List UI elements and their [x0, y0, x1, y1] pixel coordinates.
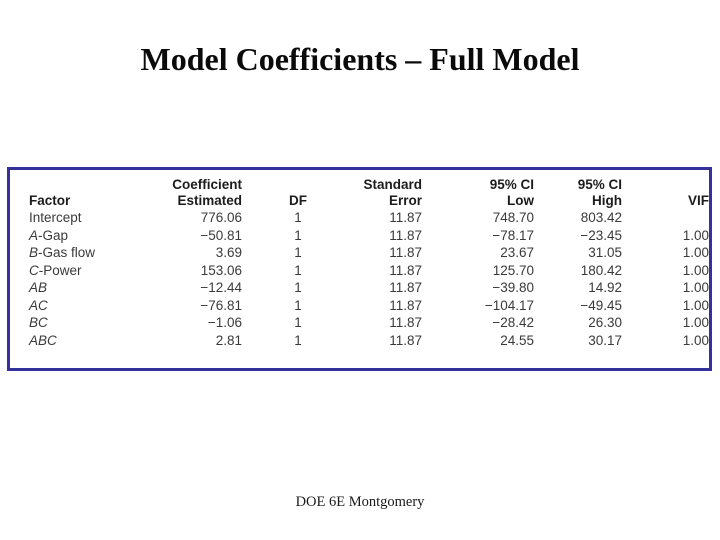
cell-factor: ABC	[29, 332, 57, 348]
slide-footer: DOE 6E Montgomery	[295, 494, 425, 510]
cell-vif: 1.00	[682, 227, 709, 243]
cell-df: 1	[294, 210, 302, 225]
cell-vif	[622, 209, 709, 227]
cell-ci_low: 24.55	[500, 332, 534, 348]
cell-coefficient: 776.06	[200, 210, 242, 225]
cell-ci_high: 180.42	[580, 262, 622, 278]
cell-factor: B-Gas flow	[29, 245, 96, 260]
column-header-factor: Factor	[29, 193, 71, 208]
column-header-coefficient: Coefficient Estimated	[172, 177, 242, 208]
cell-ci_high: 31.05	[588, 245, 622, 260]
coefficients-table: Factor Coefficient Estimated DF Standard Err…	[10, 177, 709, 349]
cell-df: 1	[294, 315, 302, 330]
cell-coefficient: −76.81	[200, 297, 242, 313]
column-header-ci_low: 95% CI Low	[489, 177, 534, 208]
table-row: AB −12.44 1 11.87 −39.80 14.92 1.00	[10, 279, 709, 297]
coefficients-table-box: Factor Coefficient Estimated DF Standard Err…	[7, 167, 712, 371]
table-header: Factor Coefficient Estimated DF Standard Err…	[10, 177, 709, 209]
cell-vif: 1.00	[682, 262, 709, 278]
cell-ci_low: −28.42	[492, 315, 534, 330]
cell-ci_low: −78.17	[492, 227, 534, 243]
cell-factor: A-Gap	[29, 227, 69, 243]
cell-std_error: 11.87	[389, 297, 422, 313]
table-row: BC −1.06 1 11.87 −28.42 26.30 1.00	[10, 314, 709, 332]
cell-vif: 1.00	[682, 280, 709, 295]
cell-ci_low: −39.80	[492, 280, 534, 295]
cell-coefficient: 153.06	[200, 262, 242, 278]
cell-factor: AC	[29, 297, 48, 313]
cell-ci_low: −104.17	[484, 297, 534, 313]
cell-vif: 1.00	[682, 332, 709, 348]
cell-std_error: 11.87	[389, 315, 422, 330]
cell-factor: C-Power	[29, 262, 82, 278]
cell-std_error: 11.87	[389, 227, 422, 243]
cell-factor: AB	[29, 280, 48, 295]
cell-vif: 1.00	[682, 315, 709, 330]
cell-df: 1	[294, 280, 302, 295]
table-row: Intercept 776.06 1 11.87 748.70 803.42	[10, 209, 709, 227]
cell-std_error: 11.87	[389, 262, 422, 278]
slide-title: Model Coefficients – Full Model	[140, 41, 580, 77]
cell-ci_low: 748.70	[492, 210, 534, 225]
cell-ci_low: 125.70	[492, 262, 534, 278]
table-row: A-Gap −50.81 1 11.87 −78.17 −23.45 1.00	[10, 227, 709, 245]
table-row: ABC 2.81 1 11.87 24.55 30.17 1.00	[10, 332, 709, 350]
cell-df: 1	[294, 297, 302, 313]
cell-std_error: 11.87	[389, 280, 422, 295]
table-row: B-Gas flow 3.69 1 11.87 23.67 31.05 1.00	[10, 244, 709, 262]
cell-ci_high: −23.45	[580, 227, 622, 243]
cell-ci_high: 30.17	[588, 332, 622, 348]
table-row: C-Power 153.06 1 11.87 125.70 180.42 1.00	[10, 262, 709, 280]
cell-std_error: 11.87	[389, 210, 422, 225]
cell-coefficient: 3.69	[215, 245, 242, 260]
column-header-df: DF	[289, 193, 307, 208]
cell-vif: 1.00	[682, 297, 709, 313]
cell-df: 1	[294, 245, 302, 260]
column-header-ci_high: 95% CI High	[577, 177, 622, 208]
cell-df: 1	[294, 262, 302, 278]
cell-ci_high: 803.42	[580, 210, 622, 225]
cell-df: 1	[294, 332, 302, 348]
cell-factor: Intercept	[29, 210, 82, 225]
cell-coefficient: 2.81	[215, 332, 242, 348]
column-header-vif: VIF	[687, 193, 709, 208]
cell-df: 1	[294, 227, 302, 243]
table-row: AC −76.81 1 11.87 −104.17 −49.45 1.00	[10, 297, 709, 315]
cell-std_error: 11.87	[389, 245, 422, 260]
cell-coefficient: −12.44	[200, 280, 242, 295]
cell-ci_high: 26.30	[588, 315, 622, 330]
cell-ci_high: 14.92	[588, 280, 622, 295]
cell-ci_low: 23.67	[500, 245, 534, 260]
cell-coefficient: −50.81	[200, 227, 242, 243]
cell-std_error: 11.87	[389, 332, 422, 348]
cell-factor: BC	[29, 315, 48, 330]
column-header-std_error: Standard Error	[363, 177, 422, 208]
cell-vif: 1.00	[682, 245, 709, 260]
cell-ci_high: −49.45	[580, 297, 622, 313]
cell-coefficient: −1.06	[207, 315, 242, 330]
